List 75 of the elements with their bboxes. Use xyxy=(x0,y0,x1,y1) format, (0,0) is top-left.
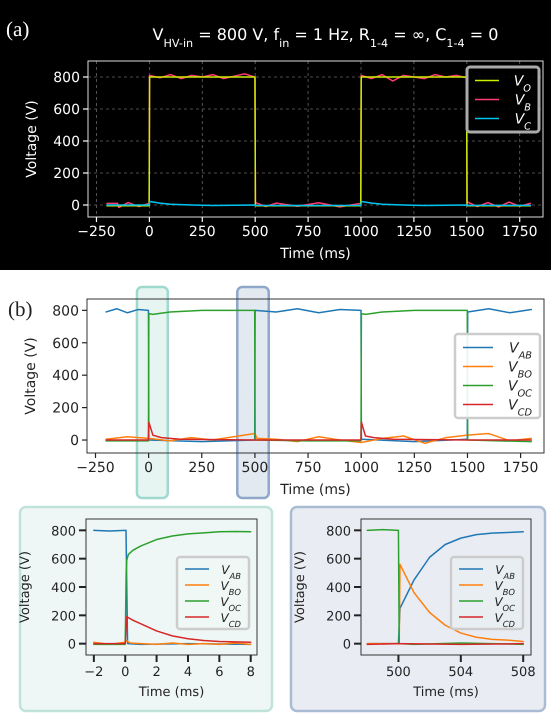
legend-label: V$_{CD}$ xyxy=(508,398,532,418)
x-tick-label: −2 xyxy=(84,665,104,680)
x-tick-label: 1750 xyxy=(502,224,538,240)
x-tick-label: 6 xyxy=(215,665,224,680)
y-tick-label: 800 xyxy=(51,524,76,540)
x-tick-label: 0 xyxy=(144,460,154,476)
y-tick-label: 0 xyxy=(71,198,80,214)
y-tick-label: 800 xyxy=(326,524,351,540)
x-tick-label: −250 xyxy=(76,460,115,476)
x-tick-label: −250 xyxy=(77,224,116,240)
x-tick-label: 250 xyxy=(188,224,216,240)
text: (a) xyxy=(6,17,30,41)
x-tick-label: 1500 xyxy=(448,224,485,240)
legend-label: V$_{OC}$ xyxy=(508,378,532,399)
x-tick-label: 0 xyxy=(144,224,154,240)
y-tick-label: 800 xyxy=(53,70,80,86)
x-tick-label: 4 xyxy=(184,665,192,680)
legend-label: V$_{BO}$ xyxy=(508,360,532,380)
x-tick-label: 1000 xyxy=(343,224,379,240)
legend-label: V$_{AB}$ xyxy=(221,563,242,581)
legend-label: V$_{BO}$ xyxy=(220,579,242,597)
legend-label: V$_{CD}$ xyxy=(494,611,516,629)
y-tick-label: 400 xyxy=(52,368,79,384)
legend-label: V$_{B}$ xyxy=(514,92,532,113)
x-tick-label: 1750 xyxy=(502,460,538,476)
y-tick-label: 400 xyxy=(53,134,80,150)
chart-title: V$_{HV-in}$ = 800 V, f$_{in}$ = 1 Hz, R$_{1-4}$ = ∞, C$_{1-4}$ = 0 xyxy=(152,25,498,50)
x-tick-label: 250 xyxy=(188,460,216,476)
legend-label: V$_{C}$ xyxy=(514,112,532,132)
y-tick-label: 200 xyxy=(53,166,80,182)
x-tick-label: 750 xyxy=(294,224,322,240)
x-tick-label: 1250 xyxy=(396,460,432,476)
x-tick-label: 8 xyxy=(246,665,255,680)
x-axis-title: Time (ms) xyxy=(138,685,204,700)
y-tick-label: 800 xyxy=(52,303,79,320)
x-axis-title: Time (ms) xyxy=(279,246,351,262)
y-tick-label: 600 xyxy=(51,552,76,568)
legend-label: V$_{AB}$ xyxy=(495,563,516,581)
x-tick-label: 500 xyxy=(242,460,268,476)
y-axis-title: Voltage (V) xyxy=(23,337,39,415)
line-series xyxy=(105,432,532,444)
y-tick-label: 0 xyxy=(342,638,351,653)
x-tick-label: 2 xyxy=(152,665,161,680)
legend-label: V$_{AB}$ xyxy=(508,340,532,361)
y-axis-title: Voltage (V) xyxy=(24,100,40,178)
y-tick-label: 0 xyxy=(68,638,76,653)
text: (b) xyxy=(8,297,32,321)
x-tick-label: 1250 xyxy=(396,224,432,240)
legend-label: V$_{OC}$ xyxy=(220,595,242,613)
x-tick-label: 1000 xyxy=(343,460,380,476)
y-tick-label: 600 xyxy=(53,102,80,118)
y-tick-label: 400 xyxy=(326,581,351,596)
x-axis-title: Time (ms) xyxy=(279,482,351,498)
y-tick-label: 0 xyxy=(70,433,79,450)
y-tick-label: 400 xyxy=(51,581,76,596)
legend-label: V$_{BO}$ xyxy=(494,579,516,597)
line-series xyxy=(105,421,532,441)
x-tick-label: 1500 xyxy=(450,460,486,476)
x-axis-title: Time (ms) xyxy=(412,685,479,700)
y-tick-label: 600 xyxy=(52,336,79,352)
x-tick-label: 500 xyxy=(242,224,269,240)
x-tick-label: 0 xyxy=(121,665,130,680)
x-tick-label: 508 xyxy=(510,665,536,680)
y-tick-label: 200 xyxy=(326,609,351,624)
x-tick-label: 504 xyxy=(448,665,474,680)
legend-label: V$_{O}$ xyxy=(514,74,532,94)
x-tick-label: 750 xyxy=(294,460,322,476)
legend-label: V$_{CD}$ xyxy=(220,611,242,629)
y-tick-label: 200 xyxy=(51,609,76,624)
y-axis-title: Voltage (V) xyxy=(18,551,33,623)
y-tick-label: 600 xyxy=(326,552,351,568)
y-axis-title: Voltage (V) xyxy=(293,551,308,623)
x-tick-label: 500 xyxy=(386,665,411,680)
y-tick-label: 200 xyxy=(52,400,79,417)
legend-label: V$_{OC}$ xyxy=(494,595,516,613)
